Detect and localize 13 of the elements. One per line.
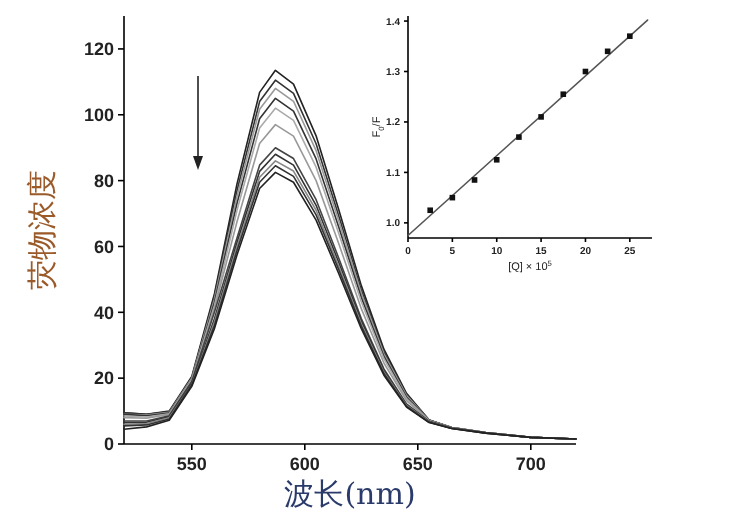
y-tick-label: 40 <box>93 302 114 323</box>
y-tick-label: 60 <box>93 236 114 257</box>
y-tick-label: 100 <box>83 105 114 126</box>
y-axis-title: 荧物浓度 <box>24 170 60 290</box>
y-tick-label: 0 <box>103 434 114 455</box>
y-tick-label: 20 <box>93 368 114 389</box>
x-axis-title: 波长(nm) <box>284 476 416 512</box>
y-tick-label: 80 <box>93 170 114 191</box>
x-tick-label: 650 <box>402 454 433 474</box>
x-tick-label: 600 <box>289 454 320 474</box>
y-tick-label: 120 <box>83 39 114 60</box>
x-tick-label: 700 <box>515 454 546 474</box>
x-tick-label: 550 <box>176 454 207 474</box>
